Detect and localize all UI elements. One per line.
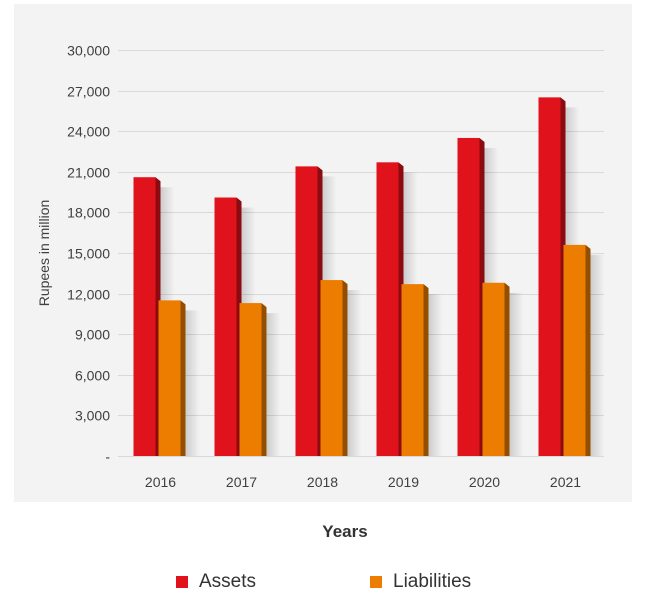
bar-liabilities	[158, 300, 181, 456]
x-tick-label: 2016	[145, 474, 176, 490]
legend-swatch-assets	[176, 576, 188, 588]
bar-shadow-liabilities	[428, 294, 443, 456]
y-tick-label: 9,000	[75, 327, 110, 343]
legend-label-assets: Assets	[199, 571, 257, 592]
y-tick-label: 3,000	[75, 408, 110, 424]
y-tick-label: 21,000	[67, 165, 110, 181]
bar-assets	[538, 97, 561, 456]
bar-side-liabilities	[423, 284, 429, 456]
x-tick-label: 2020	[469, 474, 500, 490]
y-tick-label: 12,000	[67, 287, 110, 303]
y-tick-label: -	[105, 449, 110, 465]
x-tick-label: 2021	[550, 474, 581, 490]
y-tick-label: 30,000	[67, 43, 110, 59]
bars	[133, 97, 605, 457]
legend-item-assets: Assets	[176, 571, 256, 593]
bar-assets	[376, 162, 399, 456]
y-axis-title: Rupees in million	[36, 200, 52, 307]
y-tick-label: 18,000	[67, 205, 110, 221]
bar-side-liabilities	[261, 303, 267, 456]
bar-liabilities	[482, 282, 505, 456]
y-tick-label: 15,000	[67, 246, 110, 262]
x-axis-ticks: 2016 2017 2018 2019 2020 2021	[145, 474, 581, 490]
x-tick-label: 2019	[388, 474, 419, 490]
x-axis-title: Years	[322, 522, 368, 541]
bar-assets	[133, 177, 156, 457]
legend-swatch-liabilities	[370, 576, 382, 588]
y-axis-ticks: - 3,000 6,000 9,000 12,000 15,000 18,000 21,000…	[67, 43, 110, 465]
bar-side-liabilities	[585, 244, 591, 456]
bar-shadow-liabilities	[185, 310, 200, 456]
y-tick-label: 6,000	[75, 368, 110, 384]
y-tick-label: 24,000	[67, 124, 110, 140]
legend-item-liabilities: Liabilities	[370, 571, 471, 593]
bar-assets	[214, 197, 237, 456]
y-tick-label: 27,000	[67, 84, 110, 100]
x-tick-label: 2018	[307, 474, 338, 490]
bar-liabilities	[563, 244, 586, 456]
x-tick-label: 2017	[226, 474, 257, 490]
bar-shadow-liabilities	[347, 290, 362, 456]
legend: Assets Liabilities	[0, 571, 646, 595]
bar-shadow-liabilities	[590, 254, 605, 456]
bar-side-liabilities	[342, 280, 348, 456]
bar-liabilities	[401, 284, 424, 456]
bar-shadow-liabilities	[266, 313, 281, 456]
legend-label-liabilities: Liabilities	[393, 571, 472, 592]
bar-shadow-liabilities	[509, 292, 524, 456]
bar-liabilities	[239, 303, 262, 456]
bar-assets	[457, 137, 480, 456]
bar-side-liabilities	[180, 300, 186, 456]
bar-side-liabilities	[504, 282, 510, 456]
bar-liabilities	[320, 280, 343, 456]
bar-assets	[295, 166, 318, 457]
